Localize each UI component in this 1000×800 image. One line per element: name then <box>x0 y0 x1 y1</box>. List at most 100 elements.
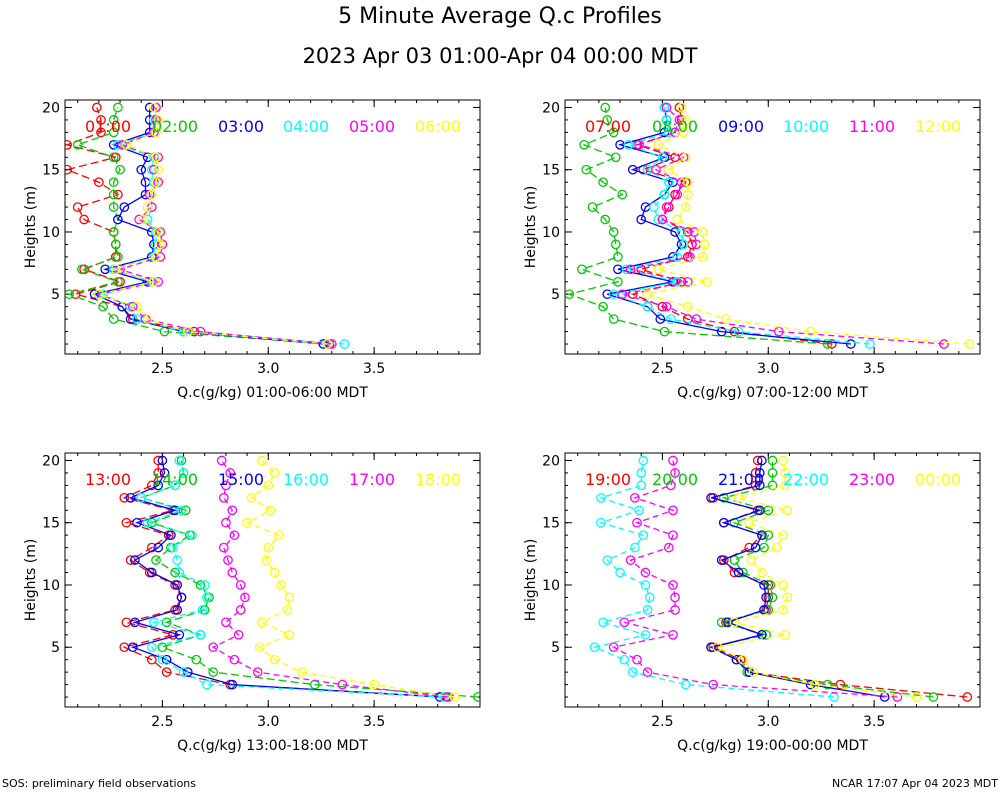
x-tick-label: 3.0 <box>757 714 779 730</box>
data-point <box>663 164 674 175</box>
data-point <box>596 492 606 503</box>
data-point <box>699 239 710 250</box>
data-point <box>625 264 636 275</box>
data-point <box>581 164 592 175</box>
data-point <box>151 555 161 565</box>
legend-label: 00:00 <box>915 470 961 489</box>
data-point <box>157 455 168 466</box>
data-point <box>565 289 575 300</box>
data-point <box>473 692 480 702</box>
data-point <box>653 139 664 150</box>
legend-label: 16:00 <box>283 470 329 489</box>
series-line-1500 <box>128 460 440 698</box>
data-point <box>670 468 680 478</box>
legend-label: 20:00 <box>652 470 698 489</box>
data-point <box>119 202 130 212</box>
chart-panel-1: 2.5 3.0 3.5 5 10 15 20 Q.c(g/kg) 01:00-06:00 MD… <box>23 99 481 401</box>
series-line-1200 <box>645 107 970 345</box>
data-point <box>121 139 132 150</box>
data-point <box>202 592 212 603</box>
data-point <box>170 505 180 516</box>
data-point <box>168 542 178 553</box>
y-axis-label: Heights (m) <box>23 539 39 622</box>
legend-label: 04:00 <box>283 117 329 136</box>
data-point <box>113 252 123 262</box>
data-point <box>108 115 119 125</box>
data-point <box>233 629 244 640</box>
data-point <box>132 517 142 528</box>
data-point <box>257 617 267 628</box>
data-point <box>723 617 733 628</box>
series-line-1300 <box>122 460 447 698</box>
data-point <box>136 164 147 175</box>
data-point <box>680 115 691 125</box>
data-point <box>651 164 661 175</box>
data-point <box>672 276 683 287</box>
data-point <box>738 654 748 665</box>
data-point <box>589 642 600 653</box>
legend-label: 03:00 <box>218 117 264 136</box>
data-point <box>125 314 136 324</box>
series-group <box>65 102 350 349</box>
data-point <box>208 667 219 677</box>
data-point <box>146 542 157 553</box>
data-point <box>157 654 168 665</box>
data-point <box>153 542 164 553</box>
chart-panel-2: 2.5 3.0 3.5 5 10 15 20 Q.c(g/kg) 07:00-12:00 MD… <box>523 99 981 401</box>
data-point <box>155 252 166 262</box>
data-point <box>166 530 176 541</box>
data-point <box>939 339 949 349</box>
data-point <box>757 530 767 541</box>
data-point <box>661 115 672 125</box>
data-point <box>642 301 653 312</box>
data-point <box>130 617 140 628</box>
data-point <box>746 555 757 565</box>
data-point <box>146 567 157 578</box>
data-point <box>227 679 238 690</box>
data-point <box>672 189 683 200</box>
plot-frame <box>64 452 481 708</box>
data-point <box>602 289 613 300</box>
data-point <box>72 202 83 212</box>
data-point <box>767 468 778 478</box>
data-point <box>172 605 183 615</box>
y-tick-label: 10 <box>542 578 560 594</box>
data-point <box>254 642 265 653</box>
data-point <box>697 227 708 237</box>
data-point <box>263 542 274 553</box>
data-point <box>598 301 608 312</box>
data-point <box>659 326 670 337</box>
series-line-1000 <box>611 107 870 345</box>
series-line-0300 <box>92 107 324 345</box>
data-point <box>127 301 138 312</box>
data-point <box>142 202 153 212</box>
data-point <box>96 127 106 138</box>
y-tick-label: 5 <box>51 287 60 303</box>
data-point <box>159 468 170 478</box>
data-point <box>115 164 125 175</box>
data-point <box>202 679 212 690</box>
data-point <box>113 102 123 113</box>
data-point <box>636 214 647 225</box>
series-line-0600 <box>96 107 328 345</box>
data-point <box>757 567 767 578</box>
series-line-1100 <box>622 107 945 345</box>
legend-label: 19:00 <box>585 470 631 489</box>
data-point <box>110 239 121 250</box>
figure-title: 5 Minute Average Q.c Profiles <box>338 4 662 29</box>
data-point <box>108 177 119 188</box>
data-point <box>634 139 644 150</box>
data-point <box>144 102 155 113</box>
series-line-0400 <box>101 107 345 345</box>
data-point <box>716 617 727 628</box>
data-point <box>208 642 219 653</box>
data-point <box>716 326 727 337</box>
data-point <box>218 542 229 553</box>
legend-label: 22:00 <box>783 470 829 489</box>
data-point <box>72 139 83 150</box>
data-point <box>117 139 128 150</box>
data-point <box>653 264 664 275</box>
series-line-0500 <box>96 107 332 345</box>
data-point <box>174 455 185 466</box>
data-point <box>153 468 164 478</box>
